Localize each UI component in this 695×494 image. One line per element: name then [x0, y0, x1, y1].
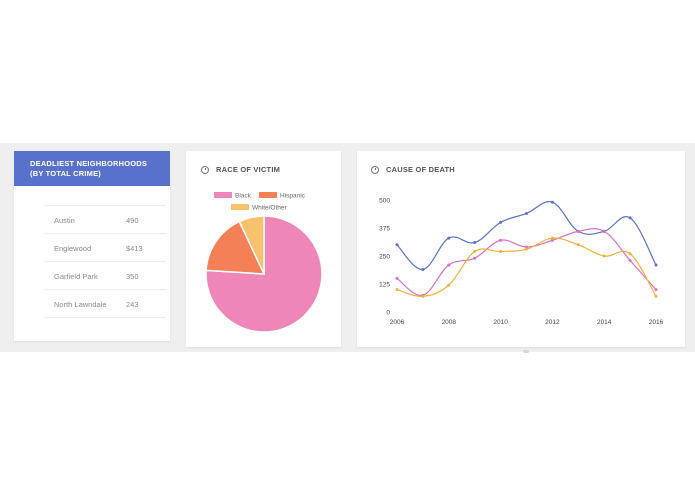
y-tick-label: 125	[379, 282, 390, 289]
data-point[interactable]	[395, 276, 399, 280]
y-tick-label: 250	[379, 254, 390, 261]
y-tick-label: 375	[379, 226, 390, 233]
data-point[interactable]	[628, 216, 632, 220]
data-point[interactable]	[602, 254, 606, 258]
cause-card: CAUSE OF DEATH 0 125 250 375 500 2006 2008 2010…	[357, 151, 685, 347]
data-point[interactable]	[473, 241, 477, 245]
x-tick-label: 2012	[545, 319, 560, 326]
data-point[interactable]	[576, 229, 580, 233]
data-point[interactable]	[499, 220, 503, 224]
table-row[interactable]: Garfield Park 350	[44, 261, 166, 289]
legend-label[interactable]: Black	[235, 193, 252, 200]
cause-title-row: CAUSE OF DEATH	[371, 165, 455, 174]
data-point[interactable]	[421, 267, 425, 271]
neighborhood-value: 350	[126, 272, 139, 281]
legend-swatch[interactable]	[231, 204, 249, 210]
scroll-indicator[interactable]	[523, 350, 529, 353]
data-point[interactable]	[576, 243, 580, 247]
neighborhood-value: $413	[126, 244, 143, 253]
pie-slice[interactable]	[205, 220, 266, 275]
neighborhoods-title: DEADLIEST NEIGHBORHOODS (BY TOTAL CRIME)	[14, 151, 170, 186]
neighborhoods-table: Austin 490 Englewood $413 Garfield Park …	[44, 205, 166, 318]
table-row[interactable]: North Lawndale 243	[44, 289, 166, 318]
data-point[interactable]	[525, 245, 528, 249]
data-point[interactable]	[473, 256, 477, 260]
table-row[interactable]: Englewood $413	[44, 233, 166, 261]
legend-label[interactable]: Hispanic	[280, 193, 306, 200]
neighborhood-name: Austin	[54, 216, 75, 225]
neighborhoods-card: DEADLIEST NEIGHBORHOODS (BY TOTAL CRIME)…	[14, 151, 170, 341]
series-line[interactable]	[396, 228, 657, 296]
cause-title: CAUSE OF DEATH	[386, 165, 455, 174]
legend-swatch[interactable]	[214, 192, 232, 198]
data-point[interactable]	[499, 250, 503, 254]
legend-swatch[interactable]	[259, 192, 277, 198]
data-point[interactable]	[654, 288, 658, 292]
legend-label[interactable]: White/Other	[252, 205, 288, 212]
race-title-row: RACE OF VICTIM	[201, 165, 280, 174]
neighborhood-value: 490	[126, 216, 139, 225]
x-tick-label: 2010	[493, 319, 508, 326]
data-point[interactable]	[447, 263, 451, 267]
data-point[interactable]	[628, 252, 632, 256]
neighborhood-name: Englewood	[54, 244, 92, 253]
data-point[interactable]	[550, 200, 554, 204]
cause-line-chart: 0 125 250 375 500 2006 2008 2010 2012 2014 2016	[379, 198, 664, 327]
data-point[interactable]	[550, 238, 554, 242]
x-tick-label: 2016	[649, 319, 664, 326]
data-point[interactable]	[473, 250, 477, 254]
data-point[interactable]	[499, 238, 503, 242]
data-point[interactable]	[602, 229, 606, 233]
data-point[interactable]	[395, 288, 399, 292]
data-point[interactable]	[525, 211, 528, 215]
data-point[interactable]	[447, 236, 451, 240]
data-point[interactable]	[395, 243, 399, 247]
data-point[interactable]	[654, 294, 658, 298]
x-tick-label: 2006	[390, 319, 405, 326]
table-row[interactable]: Austin 490	[44, 205, 166, 233]
neighborhood-name: Garfield Park	[54, 272, 98, 281]
y-tick-label: 500	[379, 198, 390, 205]
race-card: RACE OF VICTIM Black Hispanic White/Other	[186, 151, 341, 347]
data-point[interactable]	[550, 236, 554, 240]
neighborhood-value: 243	[126, 300, 139, 309]
neighborhood-name: North Lawndale	[54, 300, 107, 309]
pie-slice[interactable]	[238, 215, 265, 275]
y-tick-label: 0	[386, 310, 390, 317]
x-tick-label: 2014	[597, 319, 612, 326]
data-point[interactable]	[654, 263, 658, 267]
race-title: RACE OF VICTIM	[216, 165, 281, 174]
clock-icon	[201, 165, 209, 174]
clock-icon	[371, 165, 379, 174]
data-point[interactable]	[421, 294, 425, 298]
race-pie-chart: Black Hispanic White/Other	[205, 192, 323, 333]
x-tick-label: 2008	[442, 319, 457, 326]
data-point[interactable]	[628, 258, 632, 262]
series-line[interactable]	[396, 201, 657, 271]
data-point[interactable]	[525, 247, 528, 251]
data-point[interactable]	[447, 283, 451, 287]
